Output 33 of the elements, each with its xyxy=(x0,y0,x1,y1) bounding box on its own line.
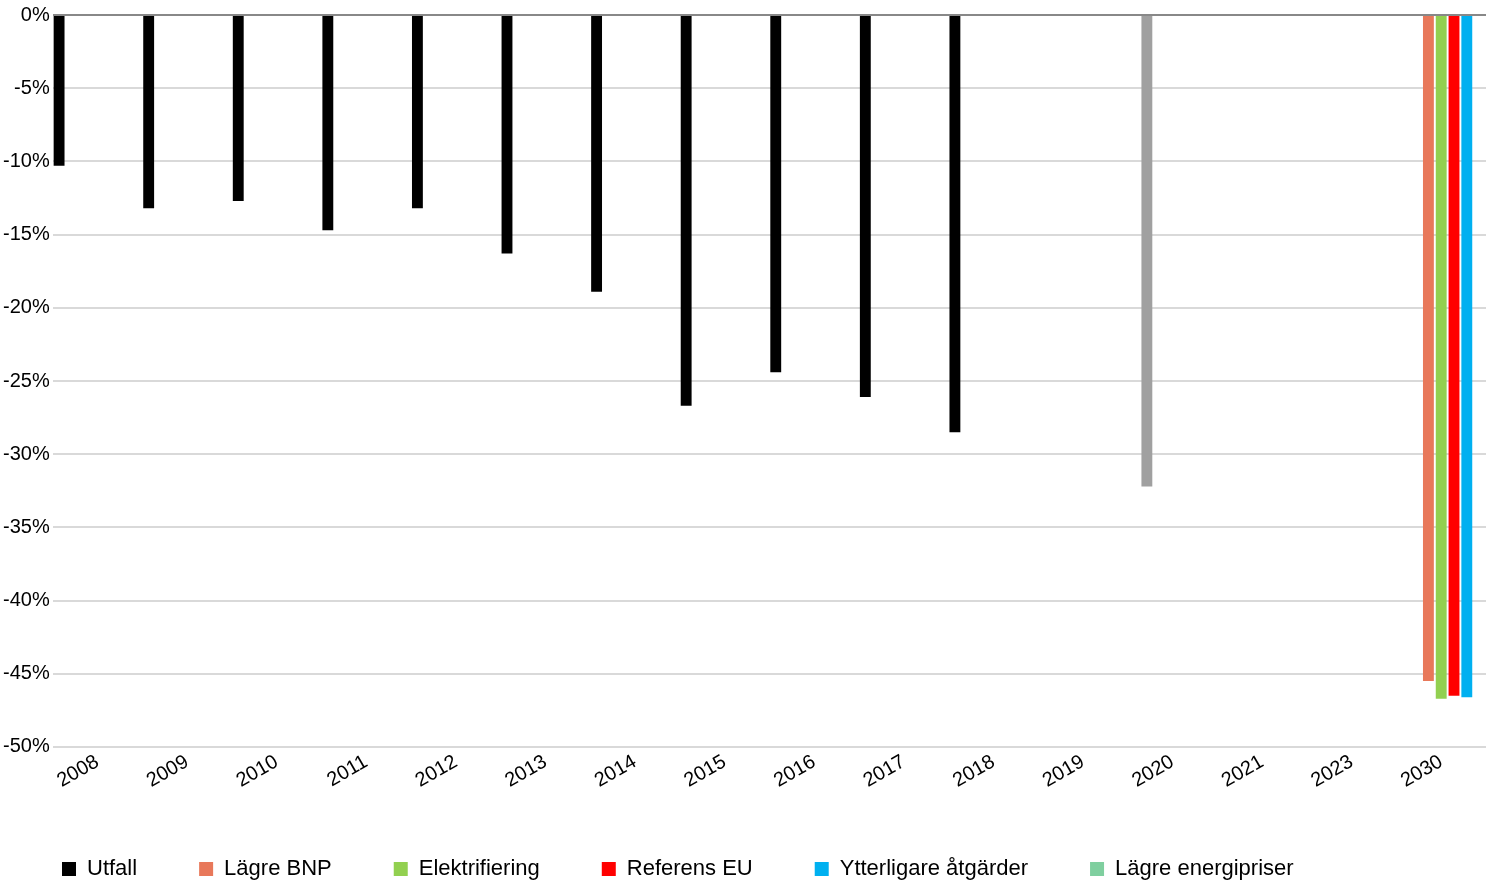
y-tick-label: -40% xyxy=(2,588,50,611)
x-tick-label: 2010 xyxy=(231,749,282,791)
legend-label: Referens EU xyxy=(626,855,753,881)
y-tick-label: -25% xyxy=(2,368,50,391)
y-tick-label: -10% xyxy=(2,148,50,171)
y-tick-label: -45% xyxy=(2,661,50,684)
legend-label: Utfall xyxy=(87,855,138,881)
x-tick-label: 2012 xyxy=(411,749,461,791)
y-tick-label: -20% xyxy=(2,295,50,318)
x-tick-label: 2020 xyxy=(1127,749,1178,791)
y-tick-label: -35% xyxy=(2,514,50,537)
x-tick-label: 2009 xyxy=(142,749,192,791)
x-tick-label: 2021 xyxy=(1217,749,1267,791)
legend-label: Lägre energipriser xyxy=(1115,855,1294,881)
x-tick-label: 2019 xyxy=(1038,749,1088,791)
x-tick-label: 2017 xyxy=(858,749,909,791)
x-tick-label: 2014 xyxy=(590,749,640,791)
x-tick-label: 2030 xyxy=(1396,749,1446,791)
x-tick-label: 2015 xyxy=(679,749,730,791)
y-tick-label: 0% xyxy=(20,2,50,25)
x-tick-label: 2013 xyxy=(500,749,551,791)
legend-label: Elektrifiering xyxy=(418,855,540,881)
x-tick-label: 2016 xyxy=(769,749,819,791)
x-tick-label: 2023 xyxy=(1306,749,1357,791)
legend-label: Lägre BNP xyxy=(224,855,332,881)
x-tick-label: 2008 xyxy=(52,749,103,791)
y-tick-label: -30% xyxy=(2,441,50,464)
x-tick-label: 2011 xyxy=(322,749,371,791)
y-tick-label: -5% xyxy=(14,75,50,98)
legend-label: Ytterligare åtgärder xyxy=(839,855,1029,881)
y-tick-label: -50% xyxy=(2,734,50,757)
x-tick-label: 2018 xyxy=(948,749,999,791)
y-tick-label: -15% xyxy=(2,222,50,245)
